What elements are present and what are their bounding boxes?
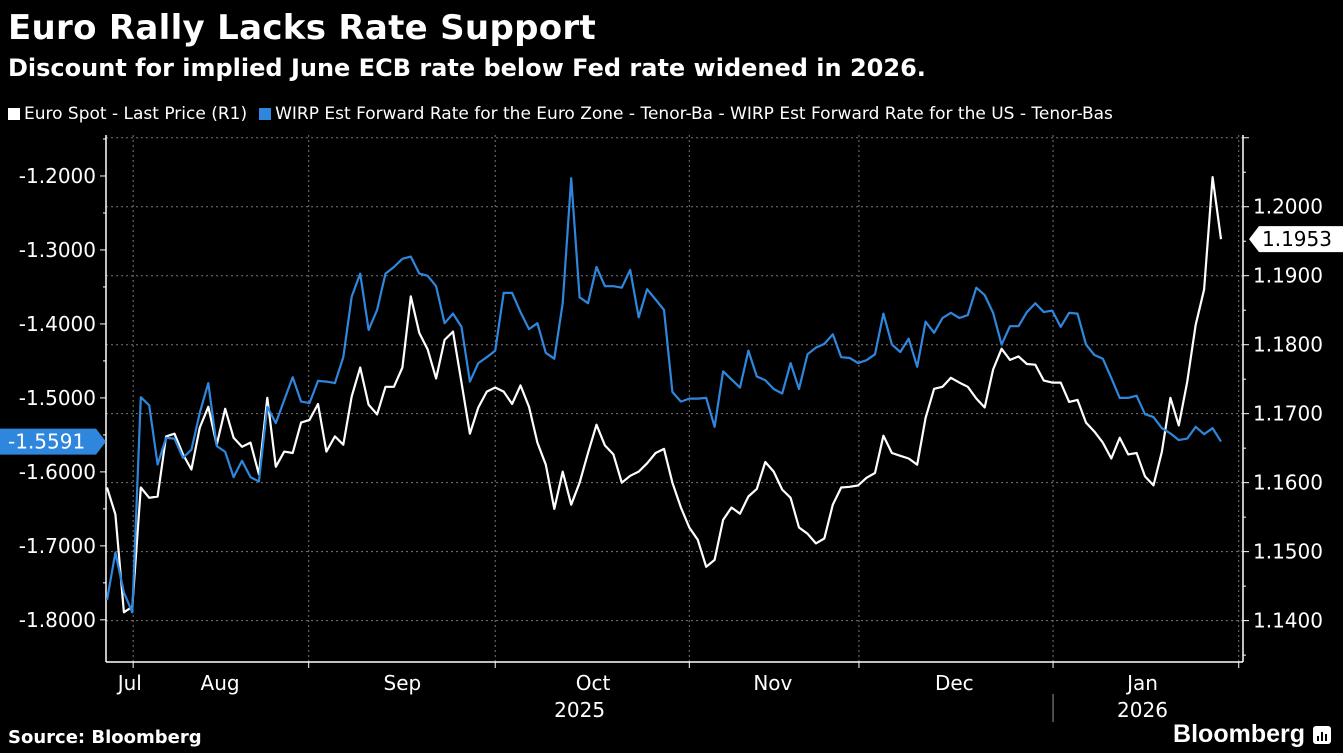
wirp-spread-line [105, 177, 1222, 614]
left-last-value-label: -1.5591 [8, 430, 85, 454]
x-tick-label: Oct [576, 671, 611, 695]
left-last-value-badge [0, 428, 106, 455]
x-tick-label: Nov [753, 671, 792, 695]
x-tick-label: Sep [384, 671, 422, 695]
logo-text: Bloomberg [1173, 720, 1305, 748]
bloomberg-logo: Bloomberg [1173, 720, 1331, 749]
left-tick-label: -1.3000 [19, 238, 96, 262]
legend-label: Euro Spot - Last Price (R1) [24, 104, 248, 124]
x-tick-label: Aug [201, 671, 240, 695]
right-tick-label: 1.2000 [1253, 195, 1323, 219]
right-tick-label: 1.1700 [1253, 402, 1323, 426]
x-tick-label: Dec [935, 671, 974, 695]
bloomberg-chart-icon [1313, 725, 1331, 744]
left-tick-label: -1.4000 [19, 312, 96, 336]
x-tick-label: Jan [1125, 671, 1158, 695]
euro-spot-line [105, 176, 1223, 614]
left-tick-label: -1.6000 [19, 460, 96, 484]
left-tick-label: -1.5000 [19, 386, 96, 410]
left-tick-label: -1.2000 [19, 164, 96, 188]
legend-item-wirp-spread: WIRP Est Forward Rate for the Euro Zone … [259, 104, 1113, 124]
source-note: Source: Bloomberg [8, 727, 202, 748]
right-last-value-badge [1249, 226, 1343, 253]
left-tick-label: -1.7000 [19, 534, 96, 558]
x-year-label: 2025 [554, 698, 605, 722]
x-year-label: 2026 [1117, 698, 1168, 722]
right-last-value-label: 1.1953 [1262, 227, 1332, 251]
right-tick-label: 1.1600 [1253, 471, 1323, 495]
x-tick-label: Jul [116, 671, 142, 695]
legend-swatch-blue [259, 108, 272, 120]
right-tick-label: 1.1800 [1253, 333, 1323, 357]
right-tick-label: 1.1900 [1253, 264, 1323, 288]
legend-label: WIRP Est Forward Rate for the Euro Zone … [275, 104, 1113, 124]
chart-subtitle: Discount for implied June ECB rate below… [8, 54, 926, 82]
left-tick-label: -1.8000 [19, 608, 96, 632]
chart-title: Euro Rally Lacks Rate Support [8, 8, 596, 48]
legend: Euro Spot - Last Price (R1) WIRP Est For… [8, 104, 1113, 124]
right-tick-label: 1.1400 [1253, 609, 1323, 633]
legend-item-euro-spot: Euro Spot - Last Price (R1) [8, 104, 247, 124]
right-tick-label: 1.1500 [1253, 540, 1323, 564]
legend-swatch-white [8, 108, 20, 120]
